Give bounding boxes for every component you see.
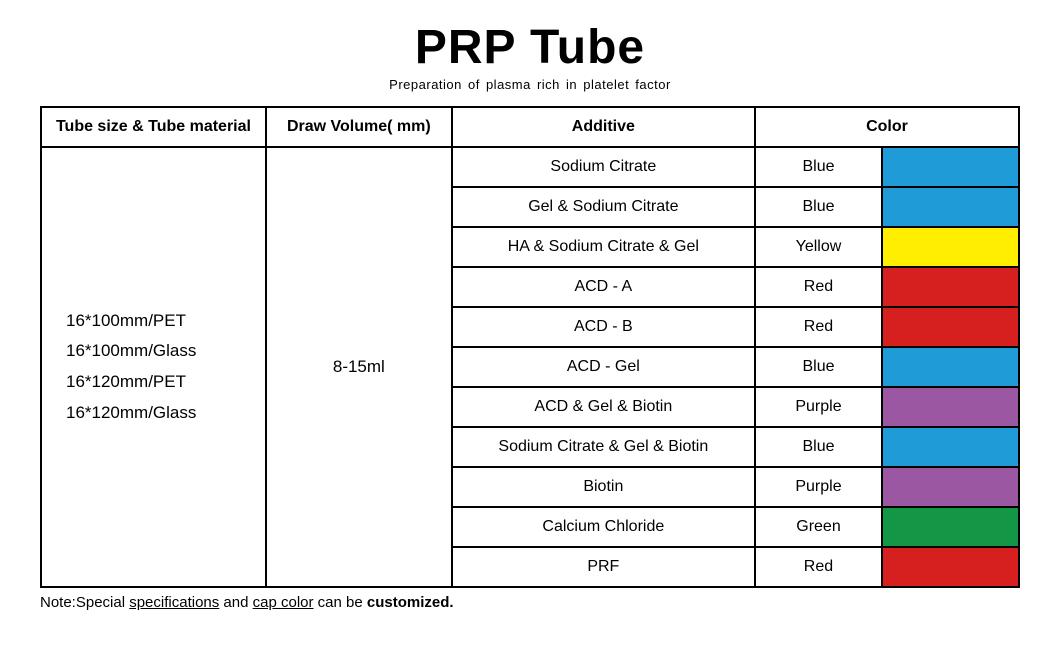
size-line: 16*100mm/PET: [66, 306, 257, 337]
color-swatch-cell: [882, 147, 1019, 187]
color-swatch-cell: [882, 427, 1019, 467]
prp-table: Tube size & Tube material Draw Volume( m…: [40, 106, 1020, 588]
additive-cell: Sodium Citrate: [452, 147, 755, 187]
color-name-cell: Red: [755, 547, 882, 587]
color-name-cell: Purple: [755, 387, 882, 427]
color-name-cell: Purple: [755, 467, 882, 507]
size-cell: 16*100mm/PET16*100mm/Glass16*120mm/PET16…: [41, 147, 266, 587]
additive-cell: ACD - A: [452, 267, 755, 307]
additive-cell: ACD - B: [452, 307, 755, 347]
note-bold: customized.: [367, 594, 454, 611]
color-name-cell: Blue: [755, 147, 882, 187]
size-line: 16*120mm/PET: [66, 367, 257, 398]
color-swatch-cell: [882, 187, 1019, 227]
additive-cell: Sodium Citrate & Gel & Biotin: [452, 427, 755, 467]
size-line: 16*100mm/Glass: [66, 336, 257, 367]
color-name-cell: Red: [755, 307, 882, 347]
col-header-color: Color: [755, 107, 1019, 147]
color-name-cell: Yellow: [755, 227, 882, 267]
color-swatch-cell: [882, 267, 1019, 307]
additive-cell: Calcium Chloride: [452, 507, 755, 547]
page-subtitle: Preparation of plasma rich in platelet f…: [40, 77, 1020, 92]
table-row: 16*100mm/PET16*100mm/Glass16*120mm/PET16…: [41, 147, 1019, 187]
color-swatch-cell: [882, 467, 1019, 507]
footnote: Note:Special specifications and cap colo…: [40, 594, 1020, 611]
note-text: and: [219, 594, 252, 611]
additive-cell: Gel & Sodium Citrate: [452, 187, 755, 227]
note-text: can be: [314, 594, 367, 611]
color-swatch-cell: [882, 307, 1019, 347]
page-title: PRP Tube: [40, 20, 1020, 75]
color-name-cell: Green: [755, 507, 882, 547]
color-name-cell: Blue: [755, 427, 882, 467]
note-underline-2: cap color: [253, 594, 314, 611]
additive-cell: PRF: [452, 547, 755, 587]
color-name-cell: Blue: [755, 347, 882, 387]
additive-cell: ACD & Gel & Biotin: [452, 387, 755, 427]
color-name-cell: Red: [755, 267, 882, 307]
volume-cell: 8-15ml: [266, 147, 452, 587]
note-underline-1: specifications: [129, 594, 219, 611]
color-swatch-cell: [882, 387, 1019, 427]
color-swatch-cell: [882, 227, 1019, 267]
col-header-volume: Draw Volume( mm): [266, 107, 452, 147]
color-swatch-cell: [882, 507, 1019, 547]
additive-cell: ACD - Gel: [452, 347, 755, 387]
col-header-size: Tube size & Tube material: [41, 107, 266, 147]
additive-cell: Biotin: [452, 467, 755, 507]
size-line: 16*120mm/Glass: [66, 398, 257, 429]
additive-cell: HA & Sodium Citrate & Gel: [452, 227, 755, 267]
color-swatch-cell: [882, 347, 1019, 387]
col-header-additive: Additive: [452, 107, 755, 147]
table-header-row: Tube size & Tube material Draw Volume( m…: [41, 107, 1019, 147]
color-swatch-cell: [882, 547, 1019, 587]
note-text: Note:Special: [40, 594, 129, 611]
color-name-cell: Blue: [755, 187, 882, 227]
